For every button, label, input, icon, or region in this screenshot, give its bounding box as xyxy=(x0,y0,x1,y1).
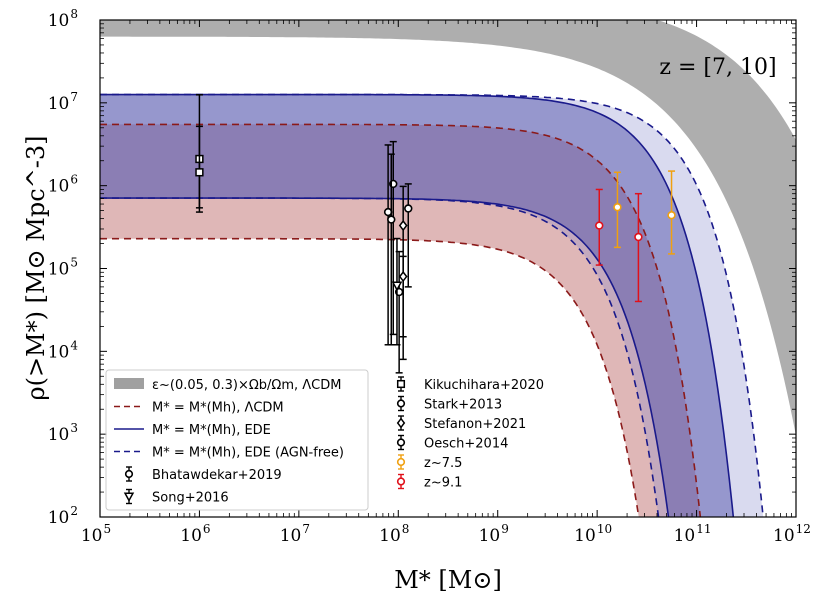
band-layer xyxy=(100,20,796,517)
z-annotation: z = [7, 10] xyxy=(659,55,776,80)
legend-item-song-2016: Song+2016 xyxy=(123,488,229,506)
legend-item-0-05-0-3-b-m-cdm: ε~(0.05, 0.3)×Ωb/Ωm, ΛCDM xyxy=(114,378,341,393)
point-stark-2013-0 xyxy=(387,215,396,224)
legend-marker xyxy=(396,417,406,429)
legend-marker xyxy=(396,477,406,486)
legend-label: Song+2016 xyxy=(152,491,229,506)
x-tick-label: 106 xyxy=(180,522,210,546)
band-cdm xyxy=(100,124,701,517)
x-tick-exponent: 6 xyxy=(203,522,211,536)
x-tick-exponent: 11 xyxy=(696,522,711,536)
y-tick-exponent: 5 xyxy=(70,256,78,270)
legend-item-m-m-mh-cdm: M* = M*(Mh), ΛCDM xyxy=(114,401,284,416)
line-ede-agn-free-lower xyxy=(100,197,660,517)
x-tick-label: 1012 xyxy=(773,522,811,546)
legend-item-stefanon-2021: Stefanon+2021 xyxy=(396,415,526,432)
x-tick-label: 1010 xyxy=(574,522,612,546)
point-stefanon-2021-0 xyxy=(398,219,408,232)
legend-item-z-7-5: z~7.5 xyxy=(396,454,462,471)
legend-item-z-9-1: z~9.1 xyxy=(396,473,462,491)
x-tick-exponent: 8 xyxy=(402,522,410,536)
y-tick-label: 108 xyxy=(48,7,78,31)
point-z-7-5-1 xyxy=(667,211,676,220)
legend-item-oesch-2014: Oesch+2014 xyxy=(396,434,508,452)
x-tick-exponent: 9 xyxy=(501,522,509,536)
band-0-05-0-3-b-m-cdm xyxy=(100,20,796,436)
legend-marker xyxy=(123,492,135,503)
y-tick-label: 106 xyxy=(48,173,78,197)
legend: ε~(0.05, 0.3)×Ωb/Ωm, ΛCDM M* = M*(Mh), ΛC… xyxy=(105,369,544,511)
y-tick-label: 102 xyxy=(48,504,78,528)
legend-label: M* = M*(Mh), ΛCDM xyxy=(152,401,284,416)
x-tick-label: 109 xyxy=(479,522,509,546)
band-ede xyxy=(100,94,734,517)
y-tick-exponent: 7 xyxy=(70,90,78,104)
legend-label: Oesch+2014 xyxy=(424,437,508,452)
x-tick-exponent: 5 xyxy=(104,522,112,536)
y-tick-exponent: 6 xyxy=(70,173,78,187)
point-z-7-5-0 xyxy=(613,202,622,212)
legend-marker xyxy=(396,438,406,447)
line-layer xyxy=(100,93,764,517)
line-cdm-upper xyxy=(100,123,702,517)
line-cdm-lower xyxy=(100,237,640,517)
x-tick-exponent: 12 xyxy=(796,522,811,536)
y-tick-label: 104 xyxy=(48,338,79,362)
x-tick-label: 1011 xyxy=(674,522,712,546)
legend-label: Bhatawdekar+2019 xyxy=(152,468,282,483)
legend-item-m-m-mh-ede: M* = M*(Mh), EDE xyxy=(114,423,271,438)
legend-marker xyxy=(396,399,406,408)
x-tick-label: 105 xyxy=(81,522,111,546)
y-tick-exponent: 2 xyxy=(70,504,78,518)
legend-label: Kikuchihara+2020 xyxy=(424,378,544,393)
legend-label: z~9.1 xyxy=(424,476,462,491)
legend-item-bhatawdekar-2019: Bhatawdekar+2019 xyxy=(124,466,282,483)
x-tick-exponent: 7 xyxy=(302,522,310,536)
point-stefanon-2021-1 xyxy=(398,270,408,283)
legend-label: M* = M*(Mh), EDE (AGN-free) xyxy=(152,446,344,461)
y-tick-exponent: 3 xyxy=(70,421,78,435)
point-kikuchihara-2020-1 xyxy=(195,168,204,177)
legend-marker xyxy=(396,457,406,467)
point-z-9-1-0 xyxy=(595,221,604,230)
x-axis-label: M* [M⊙] xyxy=(394,566,502,594)
legend-item-m-m-mh-ede-agn-free: M* = M*(Mh), EDE (AGN-free) xyxy=(114,446,344,461)
band-ede-agn-free xyxy=(100,94,764,517)
legend-label: M* = M*(Mh), EDE xyxy=(152,423,271,438)
legend-marker xyxy=(124,469,134,479)
y-axis-label: ρ(>M*) [M⊙ Mpc^-3] xyxy=(22,135,50,400)
point-bhatawdekar-2019-0 xyxy=(383,207,393,217)
legend-item-kikuchihara-2020: Kikuchihara+2020 xyxy=(396,376,544,393)
legend-swatch xyxy=(114,378,144,389)
legend-item-stark-2013: Stark+2013 xyxy=(396,395,502,413)
point-song-2016-0 xyxy=(391,281,403,292)
x-tick-exponent: 10 xyxy=(597,522,612,536)
points-layer xyxy=(195,94,676,374)
y-tick-exponent: 8 xyxy=(70,7,78,21)
y-tick-label: 105 xyxy=(48,256,78,280)
legend-label: Stefanon+2021 xyxy=(424,417,526,432)
legend-marker xyxy=(396,379,406,389)
y-tick-label: 103 xyxy=(48,421,78,445)
legend-label: z~7.5 xyxy=(424,456,462,471)
legend-label: ε~(0.05, 0.3)×Ωb/Ωm, ΛCDM xyxy=(152,378,341,393)
point-bhatawdekar-2019-2 xyxy=(404,204,413,213)
x-tick-label: 107 xyxy=(280,522,310,546)
line-ede-agn-free-upper xyxy=(100,93,764,517)
y-tick-label: 107 xyxy=(48,90,78,114)
x-tick-label: 108 xyxy=(379,522,409,546)
legend-box xyxy=(105,369,369,511)
y-tick-exponent: 4 xyxy=(70,338,78,352)
legend-label: Stark+2013 xyxy=(424,398,502,413)
point-z-9-1-1 xyxy=(634,232,643,242)
